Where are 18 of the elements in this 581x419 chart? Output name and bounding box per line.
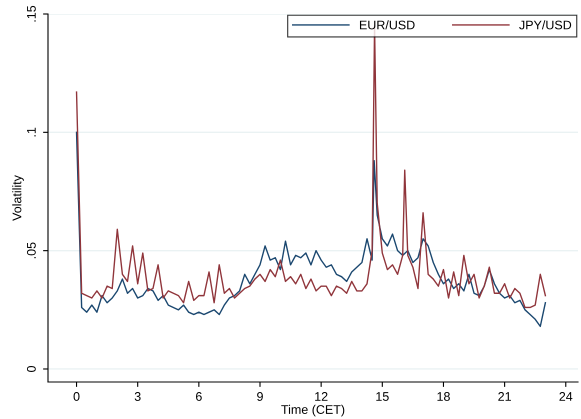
- x-tick-label: 15: [376, 392, 389, 401]
- y-axis-title: Volatility: [12, 175, 24, 221]
- legend-label: JPY/USD: [519, 20, 572, 30]
- x-tick-label: 12: [315, 392, 328, 401]
- x-tick-label: 6: [196, 392, 202, 401]
- legend-label: EUR/USD: [360, 20, 415, 30]
- y-tick-label: .1: [27, 128, 36, 136]
- x-axis-title: Time (CET): [281, 404, 344, 416]
- y-tick-label: .15: [27, 6, 36, 22]
- y-tick-label: 0: [26, 366, 36, 372]
- x-tick-label: 9: [257, 392, 263, 401]
- x-tick-label: 18: [437, 392, 450, 401]
- x-tick-label: 0: [74, 392, 80, 401]
- line-series: [76, 132, 546, 328]
- x-tick-label: 24: [559, 392, 572, 401]
- y-tick-label: .05: [26, 242, 36, 258]
- x-tick-label: 21: [498, 392, 511, 401]
- x-tick-label: 3: [134, 392, 141, 401]
